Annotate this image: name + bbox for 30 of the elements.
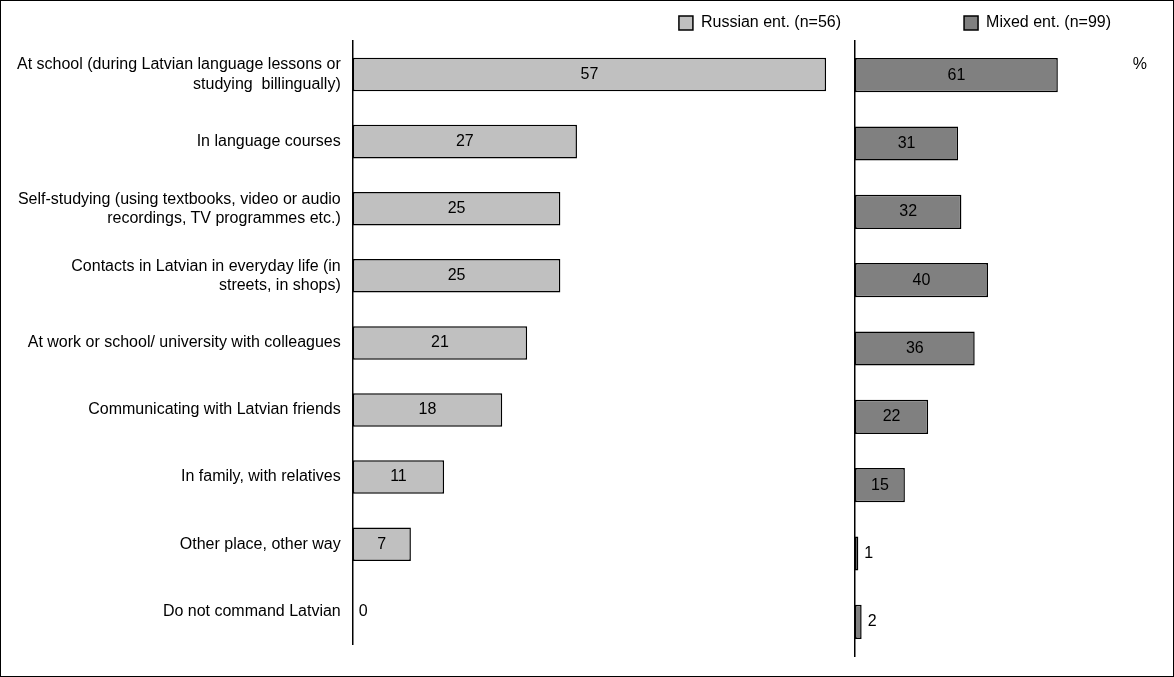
y-tick-label: Other place, other way xyxy=(179,534,341,552)
data-label: 0 xyxy=(358,601,368,619)
data-label: 25 xyxy=(447,266,466,284)
data-label: 40 xyxy=(912,270,931,288)
y-tick-label: Communicating with Latvian friends xyxy=(88,400,341,418)
data-label: 2 xyxy=(867,612,877,630)
y-tick-label: Self-studying (using textbooks, video or audio recordings, TV programmes etc.) xyxy=(17,189,341,226)
y-tick-label: At work or school/ university with colleagues xyxy=(27,333,341,351)
data-label: 25 xyxy=(447,199,466,217)
data-label: 18 xyxy=(418,400,437,418)
data-label: 15 xyxy=(871,475,889,493)
data-label: 22 xyxy=(882,407,901,425)
data-label: 11 xyxy=(390,467,407,485)
data-label: 57 xyxy=(580,64,599,82)
text: % xyxy=(1132,55,1147,73)
y-tick-label: In family, with relatives xyxy=(181,467,341,485)
legend-label: Mixed ent. (n=99) xyxy=(986,13,1111,31)
data-label: 7 xyxy=(377,534,387,552)
y-tick-label: Contacts in Latvian in everyday life (in streets, in shops) xyxy=(71,256,341,293)
legend-label: Russian ent. (n=56) xyxy=(700,13,841,31)
data-label: 32 xyxy=(899,202,918,220)
data-label: 31 xyxy=(897,133,916,151)
y-tick-label: Do not command Latvian xyxy=(162,601,341,619)
data-label: 36 xyxy=(905,338,924,356)
data-label: 27 xyxy=(455,132,474,150)
data-label: 21 xyxy=(431,333,449,351)
data-label: 1 xyxy=(864,543,874,561)
y-tick-label: In language courses xyxy=(196,132,341,150)
y-tick-label: At school (during Latvian language lessons or studying billingually) xyxy=(16,55,342,92)
data-label: 61 xyxy=(947,65,966,83)
